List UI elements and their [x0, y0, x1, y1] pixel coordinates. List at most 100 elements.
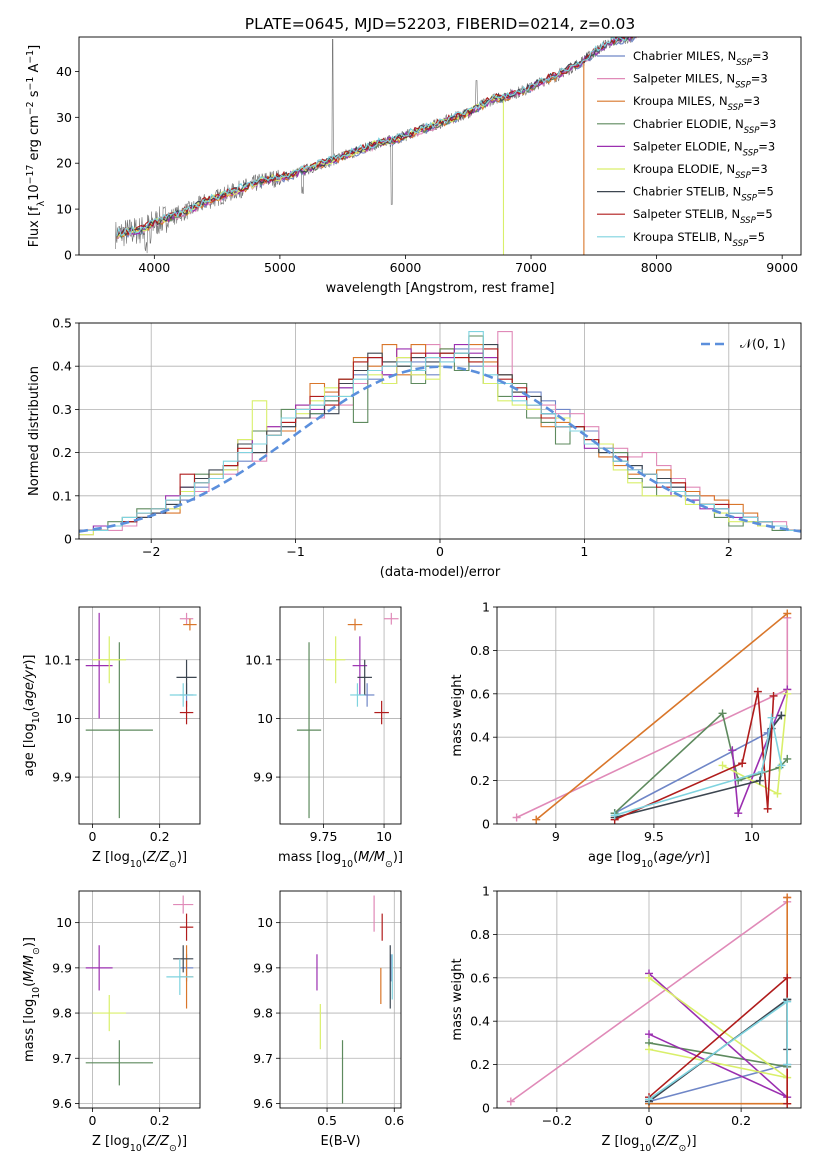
y-axis-label: age [log10(age/yr)]	[22, 654, 42, 776]
label-part: 𝒩	[740, 336, 755, 351]
y-tick-label: 0.4	[470, 730, 490, 745]
y-axis-label: mass weight	[450, 674, 465, 756]
y-axis-label: Flux [fλ10−17 erg cm−2 s−1 A−1]	[25, 45, 47, 247]
legend-label-main: Kroupa STELIB, N	[633, 230, 733, 244]
errorbar-point	[183, 618, 197, 631]
errorbar-point	[350, 683, 365, 707]
weight-marker	[769, 691, 778, 700]
model-spectrum-salpeter-elodie	[116, 37, 632, 239]
weight-marker	[783, 609, 792, 618]
legend-label-end: =3	[751, 72, 768, 86]
legend-label: Salpeter STELIB, NSSP=5	[633, 207, 773, 226]
axes-frame	[78, 606, 201, 825]
weight-line-kroupa-stelib	[614, 717, 783, 817]
label-part: Z [log	[92, 1134, 130, 1149]
panel-mass-vs-EBV: 0.5 0.6 9.6 9.7 9.8 9.9 10 E(B-V)	[253, 890, 404, 1149]
label-part: )]	[700, 850, 710, 865]
label-part: (	[22, 982, 37, 987]
weight-marker	[728, 746, 737, 755]
legend-label-sub: SSP	[740, 216, 756, 226]
label-part: )]	[393, 850, 403, 865]
y-axis-label: mass [log10(M/M⊙)]	[22, 937, 42, 1062]
legend-label-main: Salpeter ELODIE, N	[633, 139, 743, 153]
errorbar-point	[166, 958, 194, 995]
errorbar-point	[173, 895, 194, 914]
errorbar-point	[357, 659, 372, 695]
label-part: /	[664, 1134, 671, 1149]
legend-label-sub: SSP	[736, 58, 752, 68]
weight-marker	[783, 689, 792, 698]
weight-marker	[763, 804, 772, 813]
weight-marker	[777, 761, 786, 770]
label-part: Z	[655, 1134, 666, 1149]
weight-marker	[767, 713, 776, 722]
errorbar-point	[85, 612, 113, 719]
errorbar-point	[179, 612, 194, 625]
errorbar-point	[179, 913, 194, 941]
x-tick-label: 9000	[766, 260, 798, 275]
label-part: ]	[27, 45, 42, 50]
errorbar-point	[176, 659, 197, 695]
label-part: (	[651, 1134, 656, 1149]
y-tick-label: 0.6	[470, 686, 490, 701]
legend-label-main: Kroupa ELODIE, N	[633, 162, 735, 176]
label-part: ⊙	[679, 1143, 687, 1154]
label-part: mass [log	[278, 850, 341, 865]
label-part: M	[22, 955, 37, 966]
weight-marker	[645, 973, 653, 982]
label-part: Z	[159, 850, 170, 865]
x-tick-label: 0	[88, 829, 96, 844]
label-part: /	[155, 850, 162, 865]
label-part: age [log	[22, 723, 37, 776]
label-part: ⊙	[169, 1143, 177, 1154]
label-part: /	[155, 1134, 162, 1149]
legend-label-main: Salpeter MILES, N	[633, 72, 735, 86]
x-tick-label: 0	[88, 1113, 96, 1128]
errorbar-point	[296, 642, 322, 819]
y-tick-label: 1	[482, 600, 490, 615]
label-part: 10	[27, 184, 42, 201]
y-axis-label: mass weight	[450, 958, 465, 1040]
x-axis-label: wavelength [Angstrom, rest frame]	[326, 281, 555, 296]
errorbar-point	[374, 700, 389, 725]
label-part: erg cm	[27, 115, 42, 164]
legend-label-sub: SSP	[733, 239, 749, 249]
panel-spectrum: 4000 5000 6000 7000 8000 9000 0 10 20 30 40 wavelen…	[25, 36, 802, 296]
y-tick-label: 10	[56, 711, 72, 726]
axes-frame	[78, 322, 802, 540]
weight-marker	[783, 893, 792, 902]
label-part: (	[653, 850, 658, 865]
errorbar-point	[347, 618, 363, 631]
label-part: ⊙	[169, 859, 177, 870]
y-tick-label: 10	[56, 915, 72, 930]
legend-label-end: =5	[756, 207, 773, 221]
y-tick-label: 10	[257, 711, 273, 726]
label-part: mass [log	[22, 999, 37, 1062]
label-part: Z	[146, 1134, 157, 1149]
weight-marker	[773, 789, 782, 798]
y-axis-label: Normed distribution	[27, 366, 42, 496]
label-part: /	[681, 850, 688, 865]
y-tick-label: 0.2	[470, 773, 490, 788]
x-tick-label: 0	[436, 544, 444, 559]
axes-frame	[496, 890, 802, 1109]
y-tick-label: 9.6	[253, 1096, 273, 1111]
y-tick-label: 9.8	[253, 1006, 273, 1021]
weight-marker	[532, 815, 541, 824]
legend-label-main: Chabrier ELODIE, N	[633, 117, 744, 131]
label-part: λ	[36, 200, 47, 206]
label-part: /	[368, 850, 375, 865]
legend-label: Chabrier MILES, NSSP=3	[633, 49, 769, 68]
errorbar-point	[92, 994, 127, 1032]
panel-residual-histogram: −2 −1 0 1 2 0 0.1 0.2 0.3 0.4 0.5 (data-model)/erro…	[27, 316, 802, 580]
label-part: )]	[22, 937, 37, 947]
legend-label-main: Salpeter STELIB, N	[633, 207, 740, 221]
errorbars	[316, 895, 393, 1104]
x-tick-label: 0.2	[731, 1113, 751, 1128]
legend-label: Kroupa MILES, NSSP=3	[633, 94, 760, 113]
x-tick-label: 0.5	[317, 1113, 337, 1128]
y-tick-label: 9.9	[52, 770, 72, 785]
y-tick-label: 9.7	[52, 1051, 72, 1066]
y-tick-label: 0.5	[52, 316, 72, 331]
